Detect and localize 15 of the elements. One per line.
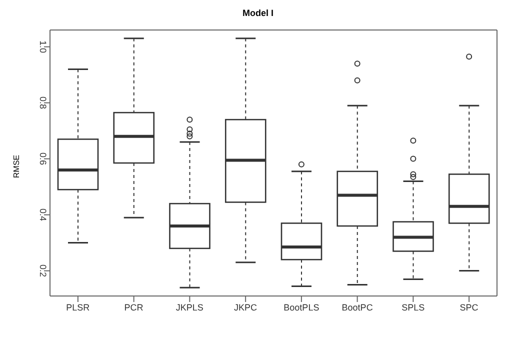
y-tick-label: 0.8 — [38, 96, 48, 110]
x-tick-label: JKPLS — [176, 302, 204, 312]
y-axis-title: RMSE — [12, 154, 21, 178]
y-tick-label: 0.4 — [38, 208, 48, 222]
x-tick-label: PLSR — [66, 302, 90, 312]
x-tick-label: SPLS — [402, 302, 425, 312]
y-tick-label: 0.2 — [38, 264, 48, 278]
chart-title: Model I — [242, 8, 274, 18]
x-tick-label: JKPC — [234, 302, 258, 312]
x-tick-label: BootPLS — [284, 302, 320, 312]
y-tick-label: 1.0 — [38, 40, 48, 54]
x-tick-label: BootPC — [342, 302, 374, 312]
x-tick-label: SPC — [460, 302, 479, 312]
y-tick-label: 0.6 — [38, 152, 48, 166]
x-tick-label: PCR — [124, 302, 144, 312]
